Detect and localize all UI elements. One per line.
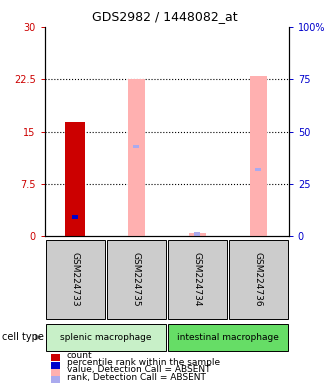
Text: value, Detection Call = ABSENT: value, Detection Call = ABSENT: [67, 366, 211, 374]
Bar: [133, 145, 139, 148]
Text: percentile rank within the sample: percentile rank within the sample: [67, 358, 220, 367]
Bar: [168, 240, 227, 319]
Bar: [72, 215, 78, 219]
Text: GSM224733: GSM224733: [71, 252, 80, 307]
Bar: [107, 240, 166, 319]
Bar: [168, 324, 288, 351]
Text: GSM224734: GSM224734: [193, 252, 202, 306]
Text: count: count: [67, 351, 93, 360]
Text: GSM224735: GSM224735: [132, 252, 141, 307]
Text: intestinal macrophage: intestinal macrophage: [177, 333, 279, 342]
Bar: [189, 233, 206, 236]
Text: rank, Detection Call = ABSENT: rank, Detection Call = ABSENT: [67, 373, 206, 382]
Text: splenic macrophage: splenic macrophage: [60, 333, 151, 342]
Bar: [46, 240, 105, 319]
Bar: [250, 76, 267, 236]
Bar: [46, 324, 166, 351]
Bar: [65, 122, 85, 236]
Bar: [128, 79, 145, 236]
Bar: [229, 240, 288, 319]
Bar: [255, 168, 261, 171]
Text: GDS2982 / 1448082_at: GDS2982 / 1448082_at: [92, 10, 238, 23]
Text: cell type: cell type: [2, 332, 44, 343]
Bar: [194, 232, 200, 236]
Text: GSM224736: GSM224736: [254, 252, 263, 307]
